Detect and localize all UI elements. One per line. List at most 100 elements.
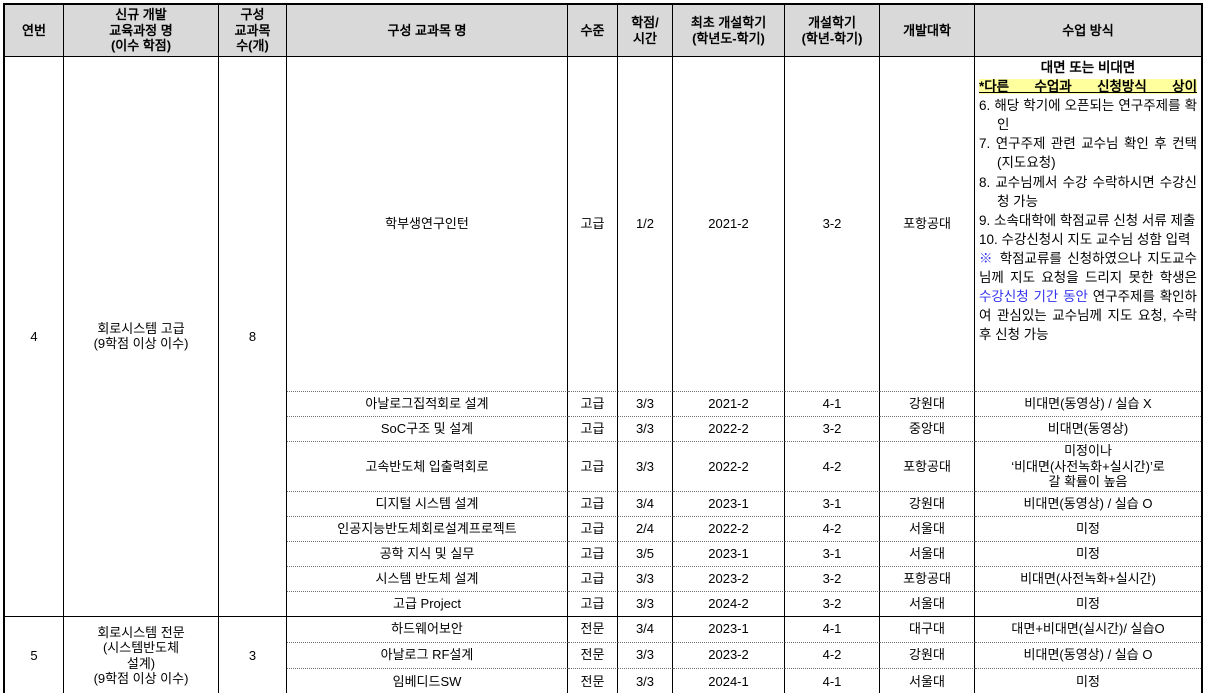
cell-university: 포항공대	[880, 566, 975, 592]
cell-credit-hours: 3/3	[618, 591, 673, 617]
col-header-semester: 개설학기 (학년-학기)	[785, 5, 880, 57]
cell-credit-hours: 3/3	[618, 392, 673, 417]
cell-credit-hours: 3/3	[618, 642, 673, 669]
cell-first-semester: 2024-1	[673, 668, 785, 693]
cell-first-semester: 2023-2	[673, 642, 785, 669]
special-method-note: ※ 학점교류를 신청하였으나 지도교수님께 지도 요청을 드리지 못한 학생은 …	[979, 250, 1197, 343]
special-method-step: 9. 소속대학에 학점교류 신청 서류 제출	[979, 212, 1196, 228]
cell-credit-hours: 3/3	[618, 566, 673, 592]
cell-method: 비대면(사전녹화+실시간)	[975, 567, 1201, 592]
cell-level: 전문	[568, 616, 618, 643]
cell-credit-hours: 1/2	[618, 57, 673, 392]
table-row: 아날로그 RF설계 전문 3/3 2023-2 4-2 강원대 비대면(동영상)…	[5, 642, 1201, 669]
course-table: 연번 신규 개발 교육과정 명 (이수 학점) 구성 교과목 수(개) 구성 교…	[3, 3, 1203, 693]
cell-level: 고급	[568, 541, 618, 567]
special-method-step: 6. 해당 학기에 오픈되는 연구주제를 확인	[979, 98, 1197, 133]
cell-university: 서울대	[880, 591, 975, 617]
cell-first-semester: 2022-2	[673, 442, 785, 492]
cell-semester: 3-2	[785, 417, 880, 442]
cell-university: 강원대	[880, 491, 975, 517]
table-row: 고급 Project 고급 3/3 2024-2 3-2 서울대 미정	[5, 591, 1201, 617]
table-row: 고속반도체 입출력회로 고급 3/3 2022-2 4-2 포항공대 미정이나 …	[5, 442, 1201, 492]
cell-level: 고급	[568, 591, 618, 617]
cell-first-semester: 2023-1	[673, 616, 785, 643]
cell-level: 고급	[568, 442, 618, 492]
table-row: 임베디드SW 전문 3/3 2024-1 4-1 서울대 미정	[5, 668, 1201, 693]
cell-semester: 3-2	[785, 57, 880, 392]
cell-university: 포항공대	[880, 442, 975, 492]
table-row: 4 회로시스템 고급 (9학점 이상 이수) 8 학부생연구인턴 고급 1/2 …	[5, 57, 1201, 617]
cell-university: 강원대	[880, 392, 975, 417]
cell-credit-hours: 3/3	[618, 668, 673, 693]
cell-first-semester: 2023-1	[673, 541, 785, 567]
cell-course-name: SoC구조 및 설계	[287, 417, 568, 442]
special-method-step: 8. 교수님께서 수강 수락하시면 수강신청 가능	[979, 174, 1197, 209]
cell-first-semester: 2023-1	[673, 491, 785, 517]
cell-course-name: 디지털 시스템 설계	[287, 491, 568, 517]
cell-semester: 3-2	[785, 566, 880, 592]
table-row: 인공지능반도체회로설계프로젝트 고급 2/4 2022-2 4-2 서울대 미정	[5, 516, 1201, 542]
cell-first-semester: 2024-2	[673, 591, 785, 617]
cell-first-semester: 2021-2	[673, 392, 785, 417]
cell-first-semester: 2022-2	[673, 516, 785, 542]
cell-group-no: 4	[5, 57, 64, 617]
table-row: SoC구조 및 설계 고급 3/3 2022-2 3-2 중앙대 비대면(동영상…	[5, 417, 1201, 442]
cell-credit-hours: 3/4	[618, 491, 673, 517]
cell-level: 고급	[568, 516, 618, 542]
cell-university: 서울대	[880, 516, 975, 542]
col-header-course-name: 구성 교과목 명	[287, 5, 568, 57]
cell-first-semester: 2023-2	[673, 566, 785, 592]
cell-university: 강원대	[880, 642, 975, 669]
cell-university: 포항공대	[880, 57, 975, 392]
cell-semester: 4-1	[785, 668, 880, 693]
cell-course-name: 아날로그집적회로 설계	[287, 392, 568, 417]
table-row: 아날로그집적회로 설계 고급 3/3 2021-2 4-1 강원대 비대면(동영…	[5, 392, 1201, 417]
table-row: 시스템 반도체 설계 고급 3/3 2023-2 3-2 포항공대 비대면(사전…	[5, 566, 1201, 592]
cell-semester: 4-2	[785, 642, 880, 669]
cell-semester: 4-2	[785, 442, 880, 492]
col-header-curriculum: 신규 개발 교육과정 명 (이수 학점)	[64, 5, 219, 57]
cell-course-name: 임베디드SW	[287, 668, 568, 693]
cell-level: 고급	[568, 491, 618, 517]
cell-course-count: 3	[219, 616, 287, 693]
cell-semester: 4-2	[785, 516, 880, 542]
cell-method: 미정	[975, 517, 1201, 542]
cell-first-semester: 2022-2	[673, 417, 785, 442]
cell-method: 미정이나 ‘비대면(사전녹화+실시간)’로 갈 확률이 높음	[975, 442, 1201, 492]
col-header-university: 개발대학	[880, 5, 975, 57]
col-header-first-semester: 최초 개설학기 (학년도-학기)	[673, 5, 785, 57]
cell-university: 중앙대	[880, 417, 975, 442]
col-header-credit-hours: 학점/ 시간	[618, 5, 673, 57]
cell-group-no: 5	[5, 616, 64, 693]
cell-course-name: 하드웨어보안	[287, 616, 568, 643]
cell-credit-hours: 3/3	[618, 442, 673, 492]
cell-method: 대면+비대면(실시간)/ 실습O	[975, 617, 1201, 643]
special-method-step: 10. 수강신청시 지도 교수님 성함 입력	[979, 231, 1191, 247]
cell-level: 고급	[568, 392, 618, 417]
cell-first-semester: 2021-2	[673, 57, 785, 392]
cell-course-name: 학부생연구인턴	[287, 57, 568, 392]
col-header-level: 수준	[568, 5, 618, 57]
cell-method: 비대면(동영상) / 실습 O	[975, 492, 1201, 517]
cell-method: 미정	[975, 592, 1201, 617]
cell-course-name: 시스템 반도체 설계	[287, 566, 568, 592]
special-method-step: 7. 연구주제 관련 교수님 확인 후 컨택(지도요청)	[979, 136, 1197, 171]
cell-level: 전문	[568, 668, 618, 693]
cell-credit-hours: 3/4	[618, 616, 673, 643]
cell-level: 고급	[568, 57, 618, 392]
table-row: 5 회로시스템 전문 (시스템반도체 설계) (9학점 이상 이수) 3 하드웨…	[5, 616, 1201, 693]
cell-semester: 3-2	[785, 591, 880, 617]
cell-semester: 3-1	[785, 491, 880, 517]
table-row: 디지털 시스템 설계 고급 3/4 2023-1 3-1 강원대 비대면(동영상…	[5, 491, 1201, 517]
cell-course-count: 8	[219, 57, 287, 617]
cell-university: 서울대	[880, 541, 975, 567]
col-header-method: 수업 방식	[975, 5, 1201, 57]
cell-course-name: 고급 Project	[287, 591, 568, 617]
cell-course-name: 공학 지식 및 실무	[287, 541, 568, 567]
cell-credit-hours: 3/5	[618, 541, 673, 567]
cell-semester: 4-1	[785, 616, 880, 643]
cell-level: 전문	[568, 642, 618, 669]
cell-semester: 4-1	[785, 392, 880, 417]
cell-level: 고급	[568, 566, 618, 592]
